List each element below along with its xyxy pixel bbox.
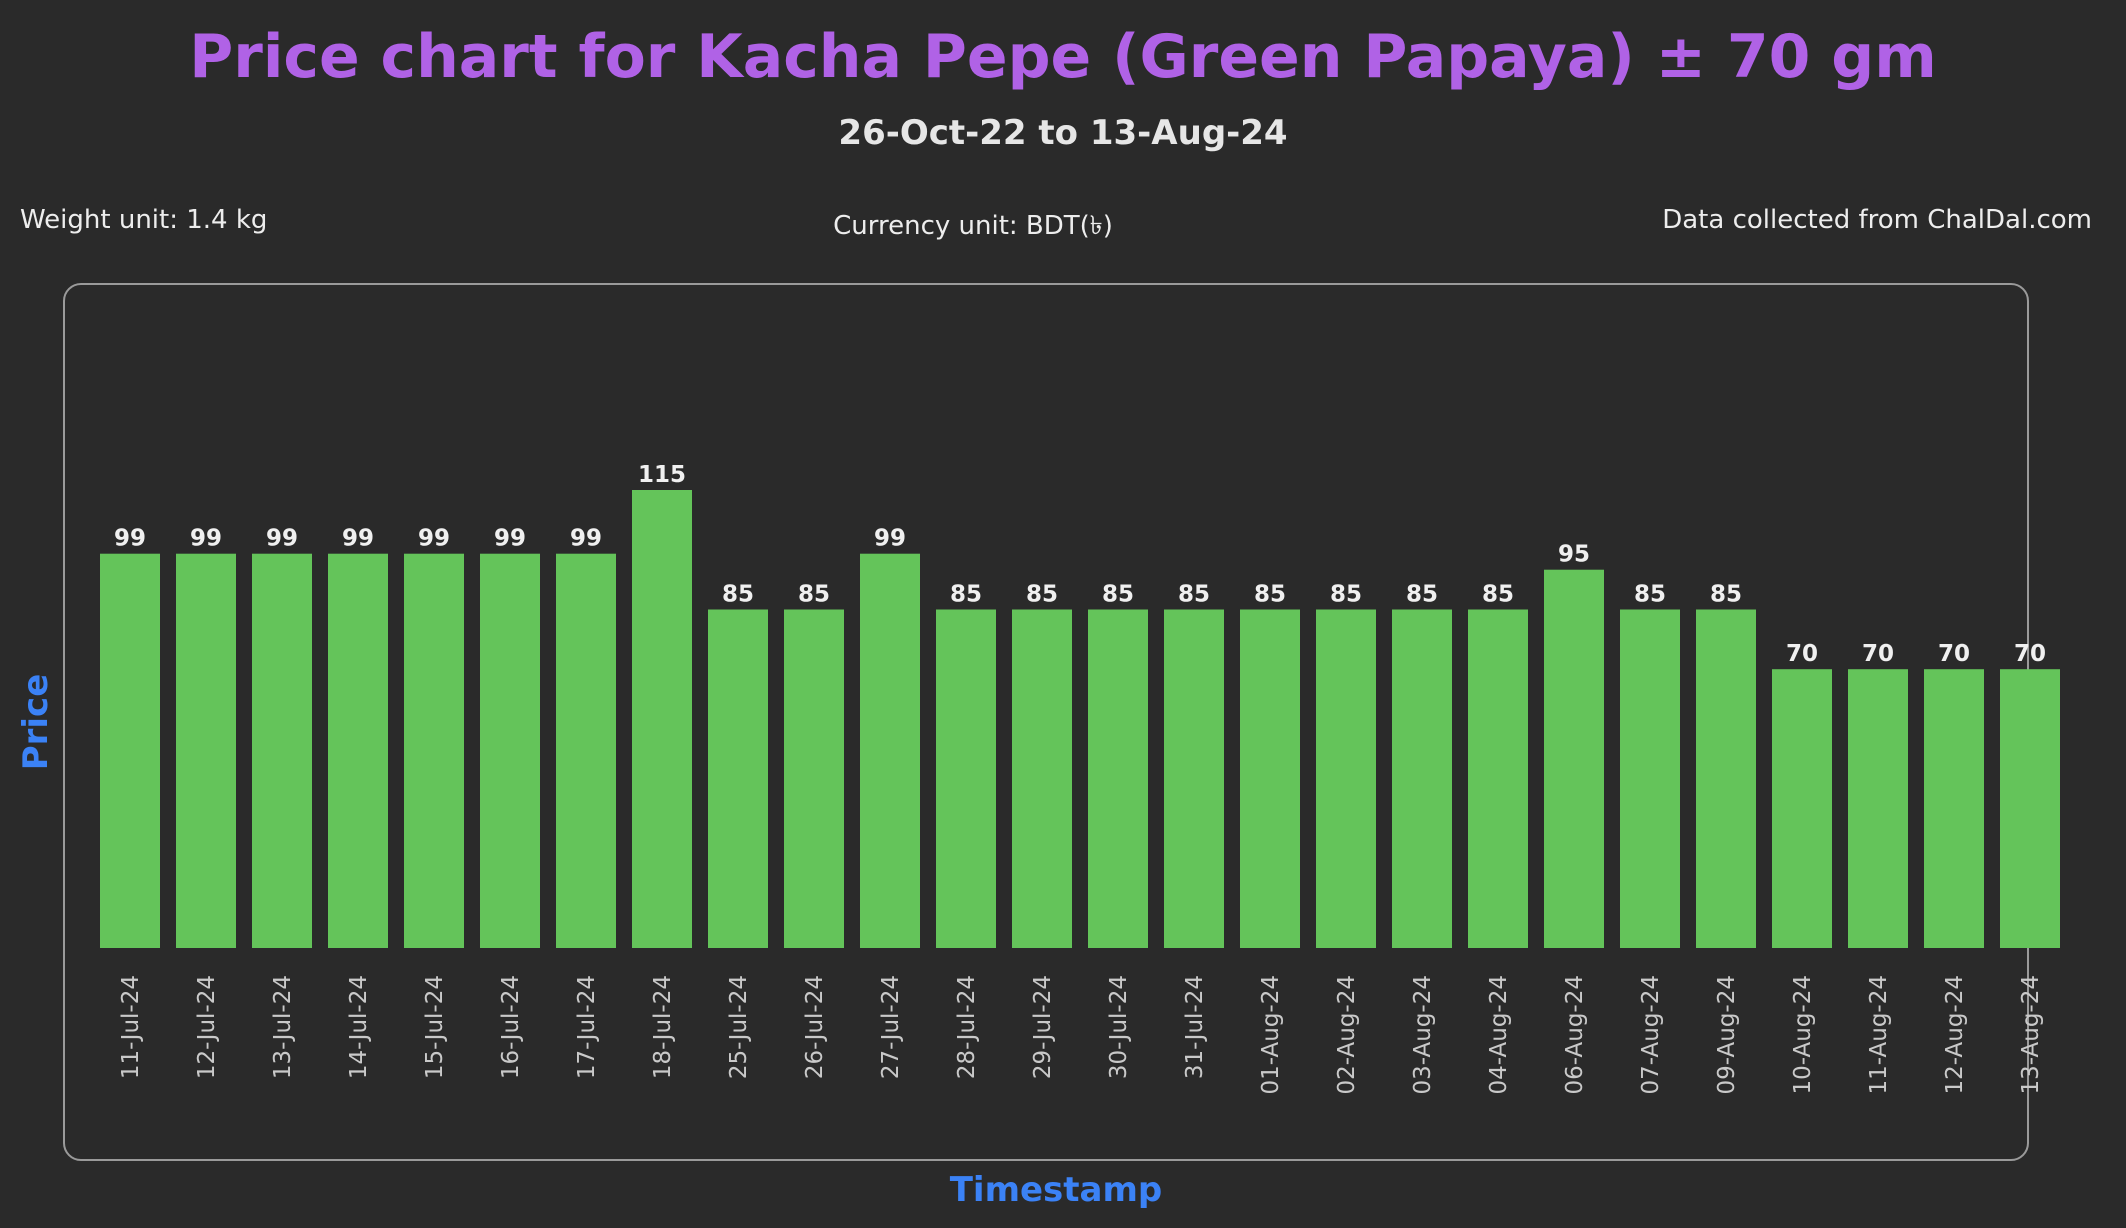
x-tick-label-10-Aug-24: 10-Aug-24 xyxy=(1790,975,1816,1095)
data-label-02-Aug-24: 85 xyxy=(1330,582,1362,608)
data-label-13-Jul-24: 99 xyxy=(266,526,298,552)
bar-29-Jul-24 xyxy=(1012,609,1072,948)
data-label-10-Aug-24: 70 xyxy=(1786,641,1818,667)
x-tick-label-17-Jul-24: 17-Jul-24 xyxy=(574,975,600,1079)
x-tick-label-01-Aug-24: 01-Aug-24 xyxy=(1258,975,1284,1095)
data-label-07-Aug-24: 85 xyxy=(1634,582,1666,608)
x-tick-label-30-Jul-24: 30-Jul-24 xyxy=(1106,975,1132,1079)
x-tick-label-11-Aug-24: 11-Aug-24 xyxy=(1866,975,1892,1095)
data-label-26-Jul-24: 85 xyxy=(798,582,830,608)
bar-12-Aug-24 xyxy=(1924,669,1984,948)
data-label-17-Jul-24: 99 xyxy=(570,526,602,552)
bar-25-Jul-24 xyxy=(708,609,768,948)
bar-07-Aug-24 xyxy=(1620,609,1680,948)
data-label-28-Jul-24: 85 xyxy=(950,582,982,608)
bar-15-Jul-24 xyxy=(404,553,464,948)
data-label-11-Jul-24: 99 xyxy=(114,526,146,552)
x-tick-label-26-Jul-24: 26-Jul-24 xyxy=(802,975,828,1079)
x-tick-label-31-Jul-24: 31-Jul-24 xyxy=(1182,975,1208,1079)
x-tick-label-04-Aug-24: 04-Aug-24 xyxy=(1486,975,1512,1095)
bar-13-Jul-24 xyxy=(252,553,312,948)
x-tick-label-16-Jul-24: 16-Jul-24 xyxy=(498,975,524,1079)
bar-04-Aug-24 xyxy=(1468,609,1528,948)
data-source-label: Data collected from ChalDal.com xyxy=(1662,205,2092,235)
data-label-31-Jul-24: 85 xyxy=(1178,582,1210,608)
bar-13-Aug-24 xyxy=(2000,669,2060,948)
bar-03-Aug-24 xyxy=(1392,609,1452,948)
bar-30-Jul-24 xyxy=(1088,609,1148,948)
chart-title: Price chart for Kacha Pepe (Green Papaya… xyxy=(189,22,1937,92)
bar-27-Jul-24 xyxy=(860,553,920,948)
x-tick-label-27-Jul-24: 27-Jul-24 xyxy=(878,975,904,1079)
x-tick-label-07-Aug-24: 07-Aug-24 xyxy=(1638,975,1664,1095)
bar-02-Aug-24 xyxy=(1316,609,1376,948)
data-label-29-Jul-24: 85 xyxy=(1026,582,1058,608)
data-label-06-Aug-24: 95 xyxy=(1558,542,1590,568)
bar-17-Jul-24 xyxy=(556,553,616,948)
x-tick-label-03-Aug-24: 03-Aug-24 xyxy=(1410,975,1436,1095)
x-tick-label-12-Aug-24: 12-Aug-24 xyxy=(1942,975,1968,1095)
x-tick-label-18-Jul-24: 18-Jul-24 xyxy=(650,975,676,1079)
bar-12-Jul-24 xyxy=(176,553,236,948)
bar-26-Jul-24 xyxy=(784,609,844,948)
data-label-12-Jul-24: 99 xyxy=(190,526,222,552)
x-tick-label-11-Jul-24: 11-Jul-24 xyxy=(118,975,144,1079)
data-label-16-Jul-24: 99 xyxy=(494,526,526,552)
currency-unit-label: Currency unit: BDT(৳) xyxy=(833,211,1113,241)
x-axis-label: Timestamp xyxy=(949,1170,1163,1210)
data-label-03-Aug-24: 85 xyxy=(1406,582,1438,608)
x-tick-label-13-Jul-24: 13-Jul-24 xyxy=(270,975,296,1079)
x-tick-label-13-Aug-24: 13-Aug-24 xyxy=(2018,975,2044,1095)
data-label-27-Jul-24: 99 xyxy=(874,526,906,552)
data-label-13-Aug-24: 70 xyxy=(2014,641,2046,667)
weight-unit-label: Weight unit: 1.4 kg xyxy=(20,205,268,235)
x-tick-label-15-Jul-24: 15-Jul-24 xyxy=(422,975,448,1079)
x-tick-label-09-Aug-24: 09-Aug-24 xyxy=(1714,975,1740,1095)
bar-09-Aug-24 xyxy=(1696,609,1756,948)
x-tick-label-02-Aug-24: 02-Aug-24 xyxy=(1334,975,1360,1095)
bar-14-Jul-24 xyxy=(328,553,388,948)
bar-06-Aug-24 xyxy=(1544,569,1604,948)
bar-28-Jul-24 xyxy=(936,609,996,948)
data-label-04-Aug-24: 85 xyxy=(1482,582,1514,608)
bar-01-Aug-24 xyxy=(1240,609,1300,948)
bar-10-Aug-24 xyxy=(1772,669,1832,948)
x-tick-label-29-Jul-24: 29-Jul-24 xyxy=(1030,975,1056,1079)
data-label-14-Jul-24: 99 xyxy=(342,526,374,552)
data-label-25-Jul-24: 85 xyxy=(722,582,754,608)
data-label-12-Aug-24: 70 xyxy=(1938,641,1970,667)
data-label-30-Jul-24: 85 xyxy=(1102,582,1134,608)
x-tick-label-06-Aug-24: 06-Aug-24 xyxy=(1562,975,1588,1095)
data-label-09-Aug-24: 85 xyxy=(1710,582,1742,608)
x-tick-label-25-Jul-24: 25-Jul-24 xyxy=(726,975,752,1079)
bar-16-Jul-24 xyxy=(480,553,540,948)
data-label-01-Aug-24: 85 xyxy=(1254,582,1286,608)
x-tick-label-28-Jul-24: 28-Jul-24 xyxy=(954,975,980,1079)
data-label-11-Aug-24: 70 xyxy=(1862,641,1894,667)
x-tick-label-14-Jul-24: 14-Jul-24 xyxy=(346,975,372,1079)
bar-31-Jul-24 xyxy=(1164,609,1224,948)
chart-subtitle: 26-Oct-22 to 13-Aug-24 xyxy=(838,113,1288,153)
data-label-15-Jul-24: 99 xyxy=(418,526,450,552)
x-tick-label-12-Jul-24: 12-Jul-24 xyxy=(194,975,220,1079)
bar-18-Jul-24 xyxy=(632,490,692,948)
bar-11-Jul-24 xyxy=(100,553,160,948)
data-label-18-Jul-24: 115 xyxy=(638,462,686,488)
bar-11-Aug-24 xyxy=(1848,669,1908,948)
